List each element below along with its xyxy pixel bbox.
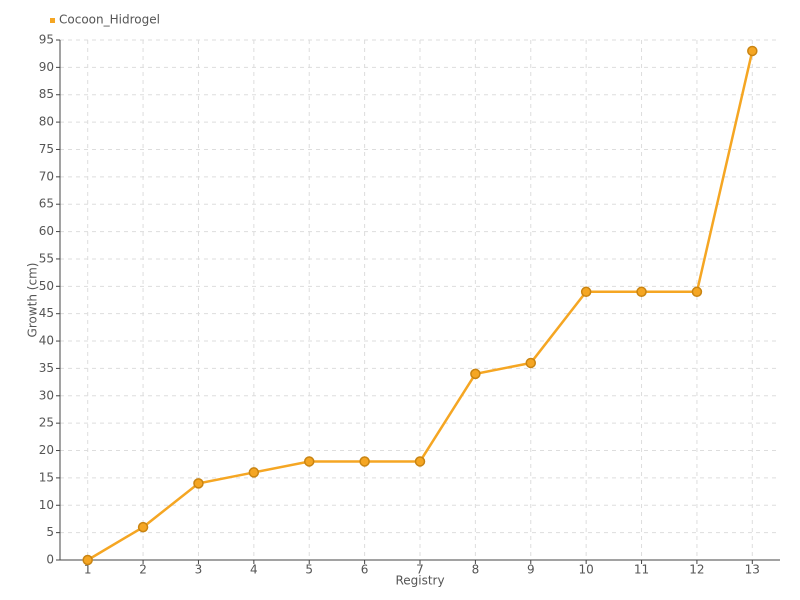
y-tick-label: 90	[39, 60, 54, 74]
y-tick-label: 70	[39, 169, 54, 183]
x-tick-label: 7	[416, 563, 424, 577]
point	[747, 45, 758, 57]
y-tick-label: 5	[46, 525, 54, 539]
x-tick-label: 6	[361, 563, 369, 577]
y-tick-label: 60	[39, 224, 54, 238]
x-tick-label: 1	[84, 563, 92, 577]
y-axis-label: Growth (cm)	[26, 263, 40, 338]
y-tick-label: 25	[39, 416, 54, 430]
y-tick-label: 65	[39, 197, 54, 211]
y-tick-label: 85	[39, 87, 54, 101]
x-tick-label: 2	[139, 563, 147, 577]
y-tick-label: 95	[39, 33, 54, 47]
y-tick-label: 55	[39, 251, 54, 265]
y-tick-label: 45	[39, 306, 54, 320]
point	[137, 521, 149, 533]
x-tick-label: 4	[250, 563, 258, 577]
y-tick-label: 35	[39, 361, 54, 375]
y-tick-label: 75	[39, 142, 54, 156]
point	[414, 456, 426, 467]
x-tick-label: 13	[745, 563, 760, 577]
x-tick-label: 10	[579, 563, 594, 577]
point	[193, 478, 204, 489]
point	[636, 286, 647, 298]
y-tick-label: 20	[39, 443, 54, 457]
point	[359, 456, 370, 467]
y-tick-label: 30	[39, 388, 54, 402]
y-tick-label: 15	[39, 470, 54, 484]
point	[580, 286, 592, 298]
point	[470, 368, 481, 380]
point	[691, 286, 703, 298]
x-tick-label: 12	[689, 563, 704, 577]
point	[303, 456, 315, 467]
y-tick-label: 0	[46, 553, 54, 567]
x-tick-label: 8	[472, 563, 480, 577]
legend-label: Cocoon_Hidrogel	[59, 13, 160, 27]
y-tick-label: 40	[39, 334, 54, 348]
point	[248, 467, 260, 478]
point	[82, 554, 93, 566]
x-axis-label: Registry	[395, 574, 444, 588]
y-tick-label: 80	[39, 115, 54, 129]
x-tick-label: 9	[527, 563, 535, 577]
x-tick-label: 3	[195, 563, 203, 577]
x-tick-label: 11	[634, 563, 649, 577]
x-tick-label: 5	[305, 563, 313, 577]
legend-swatch	[50, 18, 55, 23]
y-tick-label: 10	[39, 498, 54, 512]
point	[525, 357, 537, 369]
y-tick-label: 50	[39, 279, 54, 293]
